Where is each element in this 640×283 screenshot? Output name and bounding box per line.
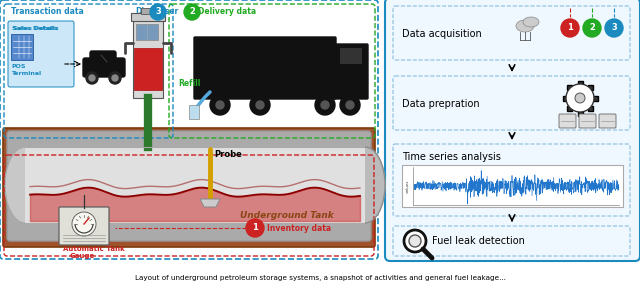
Bar	[131, 13, 165, 21]
FancyBboxPatch shape	[7, 131, 371, 241]
FancyBboxPatch shape	[577, 80, 582, 85]
Ellipse shape	[345, 147, 385, 223]
Circle shape	[210, 95, 230, 115]
Circle shape	[150, 4, 166, 20]
Circle shape	[216, 101, 224, 109]
Text: Time series analysis: Time series analysis	[402, 152, 501, 162]
Text: Data prepration: Data prepration	[402, 99, 479, 109]
FancyBboxPatch shape	[559, 114, 576, 128]
FancyBboxPatch shape	[588, 106, 593, 111]
Text: Transaction data: Transaction data	[11, 7, 84, 16]
Text: 2: 2	[189, 8, 195, 16]
Circle shape	[321, 101, 329, 109]
Circle shape	[72, 212, 96, 236]
FancyBboxPatch shape	[599, 114, 616, 128]
Circle shape	[583, 19, 601, 37]
Text: Sales Details: Sales Details	[12, 26, 58, 31]
FancyBboxPatch shape	[83, 58, 125, 77]
Text: Probe: Probe	[214, 150, 242, 159]
Circle shape	[89, 75, 95, 81]
Circle shape	[340, 95, 360, 115]
Ellipse shape	[523, 17, 539, 27]
Text: Gauge: Gauge	[70, 253, 95, 259]
FancyBboxPatch shape	[563, 95, 568, 100]
Text: values: values	[406, 179, 410, 193]
Circle shape	[605, 19, 623, 37]
Text: Refill: Refill	[178, 79, 200, 88]
Circle shape	[86, 72, 98, 84]
Polygon shape	[200, 199, 220, 207]
Text: Automatic Tank: Automatic Tank	[63, 246, 125, 252]
FancyBboxPatch shape	[593, 95, 598, 100]
Circle shape	[246, 219, 264, 237]
Text: 2: 2	[589, 23, 595, 33]
Ellipse shape	[516, 20, 534, 32]
Bar	[134, 48, 162, 90]
Bar	[340, 48, 362, 64]
FancyBboxPatch shape	[59, 207, 109, 245]
Text: 3: 3	[155, 8, 161, 16]
Circle shape	[404, 230, 426, 252]
FancyBboxPatch shape	[334, 44, 368, 99]
Bar	[11, 34, 33, 60]
Text: Sales Details: Sales Details	[13, 26, 59, 31]
Circle shape	[250, 95, 270, 115]
Text: Data acquisition: Data acquisition	[402, 29, 482, 39]
Text: Inventory data: Inventory data	[267, 224, 331, 233]
Circle shape	[346, 101, 354, 109]
Circle shape	[561, 19, 579, 37]
FancyBboxPatch shape	[8, 21, 74, 87]
Bar	[133, 18, 163, 98]
FancyBboxPatch shape	[90, 51, 116, 67]
FancyBboxPatch shape	[3, 128, 375, 247]
FancyBboxPatch shape	[385, 0, 640, 261]
Circle shape	[409, 235, 421, 247]
Bar	[141, 8, 155, 14]
Text: Underground Tank: Underground Tank	[240, 211, 333, 220]
FancyBboxPatch shape	[567, 85, 572, 90]
Circle shape	[315, 95, 335, 115]
FancyBboxPatch shape	[588, 85, 593, 90]
FancyBboxPatch shape	[194, 37, 336, 99]
Text: Terminal: Terminal	[11, 71, 41, 76]
Bar	[402, 165, 623, 207]
FancyBboxPatch shape	[567, 106, 572, 111]
Circle shape	[109, 72, 121, 84]
Text: 3: 3	[611, 23, 617, 33]
FancyBboxPatch shape	[579, 114, 596, 128]
Circle shape	[184, 4, 200, 20]
Text: Dispenser: Dispenser	[135, 7, 179, 16]
Text: Fuel leak detection: Fuel leak detection	[432, 236, 525, 246]
Text: POS: POS	[11, 64, 26, 69]
FancyBboxPatch shape	[577, 110, 582, 115]
Text: 1: 1	[567, 23, 573, 33]
Circle shape	[575, 93, 585, 103]
Bar	[189, 105, 199, 119]
Text: Delivery data: Delivery data	[198, 7, 256, 16]
Ellipse shape	[5, 147, 45, 223]
Circle shape	[112, 75, 118, 81]
Text: 1: 1	[252, 224, 258, 233]
Bar	[25, 147, 365, 223]
Circle shape	[566, 84, 594, 112]
Circle shape	[256, 101, 264, 109]
Text: Layout of underground petroleum storage systems, a snapshot of activities and ge: Layout of underground petroleum storage …	[134, 275, 506, 281]
Bar	[136, 24, 158, 40]
